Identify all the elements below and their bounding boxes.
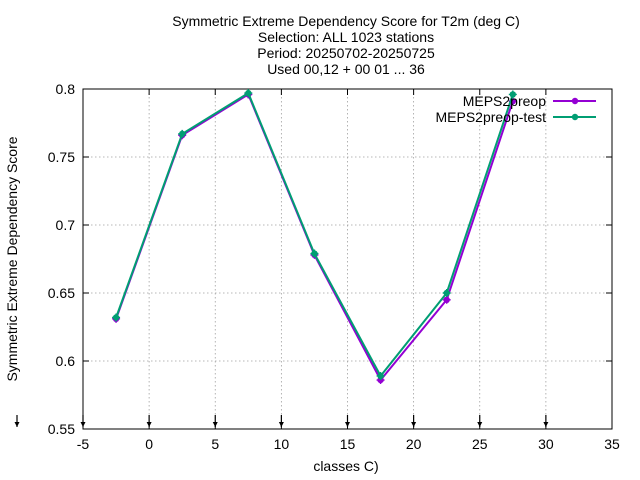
arrow-marker-head xyxy=(477,422,483,427)
data-point-cross xyxy=(508,90,517,99)
x-tick-label: 15 xyxy=(340,436,356,452)
legend-marker xyxy=(571,113,579,121)
legend-label: MEPS2preop xyxy=(463,93,546,109)
chart-title-line-4: Used 00,12 + 00 01 ... 36 xyxy=(267,61,425,77)
data-point-cross xyxy=(310,249,319,258)
data-point-cross xyxy=(442,295,451,304)
legend-label: MEPS2preop-test xyxy=(436,109,547,125)
arrow-marker-head xyxy=(543,422,549,427)
x-axis-label: classes C) xyxy=(313,458,378,474)
x-tick-label: 5 xyxy=(211,436,219,452)
x-tick-label: 35 xyxy=(604,436,620,452)
data-point-cross xyxy=(112,313,121,322)
arrow-marker-head xyxy=(80,422,86,427)
arrow-marker-head xyxy=(411,422,417,427)
x-tick-label: 10 xyxy=(274,436,290,452)
series-line xyxy=(115,92,514,382)
y-tick-label: 0.8 xyxy=(56,81,76,97)
legend-marker xyxy=(571,97,579,105)
y-tick-label: 0.6 xyxy=(56,353,76,369)
chart-title-line-3: Period: 20250702-20250725 xyxy=(257,45,435,61)
y-tick-label: 0.7 xyxy=(56,217,76,233)
tick-labels: -5 0 5 10 15 20 25 30 35 0.55 0.6 0.65 0.7 0.75 0.8 xyxy=(48,81,620,452)
data-point-cross xyxy=(244,89,253,98)
arrow-markers xyxy=(14,415,549,427)
y-axis-label: Symmetric Extreme Dependency Score xyxy=(4,136,20,381)
x-tick-label: 20 xyxy=(406,436,422,452)
y-tick-label: 0.55 xyxy=(48,421,75,437)
x-tick-label: 30 xyxy=(538,436,554,452)
chart-title-line-2: Selection: ALL 1023 stations xyxy=(258,29,434,45)
x-tick-label: -5 xyxy=(77,436,90,452)
data-point-cross xyxy=(442,289,451,297)
arrow-marker-head xyxy=(14,422,20,427)
x-tick-label: 0 xyxy=(145,436,153,452)
series-lines xyxy=(112,89,517,385)
arrow-marker-head xyxy=(278,422,284,427)
arrow-marker-head xyxy=(345,422,350,427)
y-tick-label: 0.65 xyxy=(48,285,75,301)
chart-title-line-1: Symmetric Extreme Dependency Score for T… xyxy=(172,13,520,29)
data-point-cross xyxy=(178,129,187,138)
y-tick-label: 0.75 xyxy=(48,149,75,165)
series-line xyxy=(115,91,514,378)
x-tick-label: 25 xyxy=(472,436,488,452)
arrow-marker-head xyxy=(146,422,152,427)
arrow-marker-head xyxy=(212,422,218,427)
chart-title: Symmetric Extreme Dependency Score for T… xyxy=(172,13,520,77)
data-point-cross xyxy=(376,371,385,380)
grid xyxy=(83,89,612,429)
